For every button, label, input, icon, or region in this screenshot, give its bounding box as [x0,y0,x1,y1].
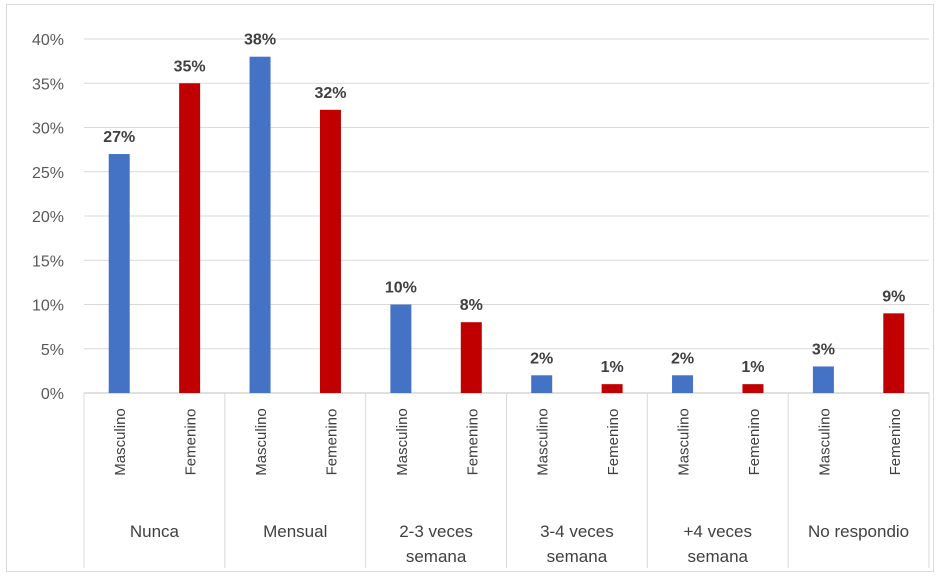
sub-category-label: Femenino [605,409,622,476]
data-label: 32% [314,85,346,102]
data-label: 38% [244,32,276,49]
bar-masculino [249,56,271,393]
sub-category-label: Femenino [323,409,340,476]
bar-femenino [179,83,201,393]
y-tick-label: 15% [32,253,64,270]
sub-category-label: Masculino [112,408,129,476]
data-label: 2% [671,350,694,367]
sub-category-label: Masculino [816,408,833,476]
category-label: Nunca [130,522,180,541]
y-tick-label: 5% [41,342,64,359]
bar-masculino [108,154,130,393]
category-label: semana [406,547,467,566]
sub-category-label: Masculino [253,408,270,476]
y-tick-label: 30% [32,121,64,138]
bar-femenino [742,384,764,393]
sub-category-label: Masculino [676,408,693,476]
sub-category-label: Femenino [464,409,481,476]
bar-masculino [812,366,834,393]
category-label: 3-4 veces [540,522,614,541]
data-label: 27% [103,129,135,146]
data-label: 9% [882,288,905,305]
y-tick-label: 35% [32,76,64,93]
category-label: Mensual [263,522,327,541]
sub-category-label: Femenino [746,409,763,476]
data-label: 2% [530,350,553,367]
chart-frame [6,4,934,572]
category-label: semana [547,547,608,566]
bar-masculino [672,375,694,393]
bar-femenino [601,384,623,393]
bar-femenino [460,322,482,393]
bar-masculino [390,304,412,393]
sub-category-label: Masculino [535,408,552,476]
sub-category-label: Femenino [887,409,904,476]
data-label: 35% [174,58,206,75]
category-label: No respondio [808,522,909,541]
bar-masculino [531,375,553,393]
data-label: 8% [460,297,483,314]
sub-category-label: Masculino [394,408,411,476]
y-tick-label: 40% [32,32,64,49]
y-tick-label: 10% [32,298,64,315]
y-tick-label: 25% [32,165,64,182]
bar-femenino [319,109,341,394]
data-label: 3% [812,341,835,358]
y-tick-label: 0% [41,386,64,403]
y-tick-label: 20% [32,209,64,226]
category-label: semana [688,547,749,566]
data-label: 1% [601,359,624,376]
bar-femenino [883,313,905,393]
data-label: 10% [385,280,417,297]
category-label: +4 veces [683,522,752,541]
sub-category-label: Femenino [183,409,200,476]
category-label: 2-3 veces [399,522,473,541]
data-label: 1% [741,359,764,376]
